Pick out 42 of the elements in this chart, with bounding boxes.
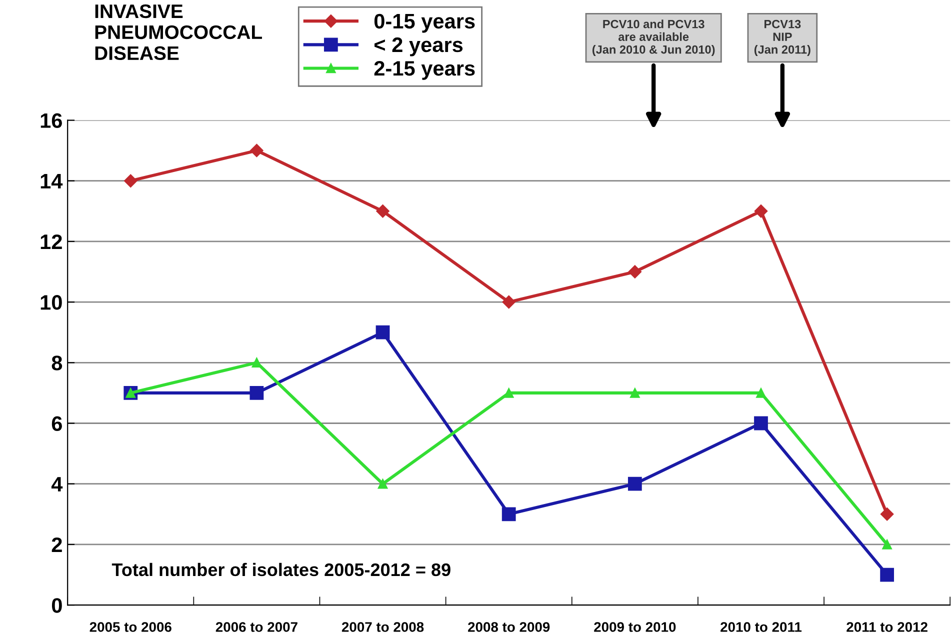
point (504, 388, 514, 398)
x-tick-label: 2010 to 2011 (720, 622, 802, 632)
x-tick-label: 2007 to 2008 (342, 622, 424, 632)
legend-label: 2-15 years (374, 61, 475, 80)
point (502, 295, 516, 309)
x-tick-label: 2011 to 2012 (846, 622, 928, 632)
x-tick-label: 2008 to 2009 (468, 622, 550, 632)
point (250, 144, 264, 158)
y-tick-label: 8 (52, 356, 62, 370)
y-tick-label: 6 (52, 416, 62, 432)
y-tick-label: 14 (40, 174, 63, 188)
point (502, 507, 516, 522)
point (252, 358, 262, 368)
point (378, 478, 388, 489)
annotation: Total number of isolates 2005-2012 = 89 (112, 562, 450, 576)
point (754, 204, 768, 218)
y-tick-label: 16 (40, 113, 62, 128)
point (880, 508, 894, 521)
legend-label: < 2 years (374, 37, 463, 56)
y-tick-label: 0 (52, 598, 62, 613)
point (250, 386, 264, 400)
point (756, 388, 766, 398)
text: PCV10 and PCV13 are available (Jan 2010 & Jun 2010) (592, 20, 715, 56)
y-tick-label: 12 (40, 234, 62, 249)
y-tick-label: 4 (51, 477, 63, 492)
point (628, 265, 642, 278)
point (880, 568, 894, 582)
x-tick-label: 2009 to 2010 (594, 622, 676, 632)
point (882, 540, 892, 550)
point (754, 416, 768, 430)
x-tick-label: 2006 to 2007 (216, 622, 298, 632)
point (630, 388, 640, 398)
y-tick-label: 2 (52, 537, 62, 552)
x-tick-label: 2005 to 2006 (90, 622, 172, 632)
chart-title: INVASIVE PNEUMOCOCCAL DISEASE (95, 4, 262, 60)
y-tick-label: 10 (40, 295, 62, 310)
point (376, 325, 390, 340)
point (376, 204, 390, 218)
text: PCV13 NIP (Jan 2011) (754, 20, 810, 56)
point (124, 174, 138, 188)
legend-label: 0-15 years (374, 14, 475, 33)
point (628, 476, 642, 491)
